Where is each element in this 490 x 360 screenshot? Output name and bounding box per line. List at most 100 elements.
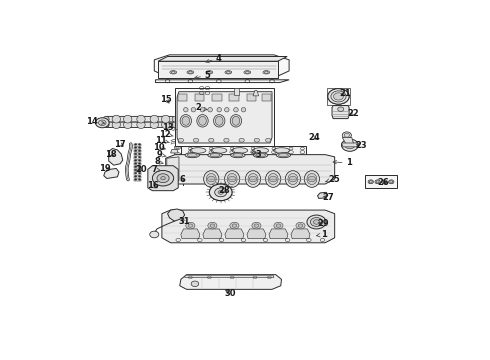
Ellipse shape <box>172 116 177 122</box>
Circle shape <box>307 215 326 229</box>
Polygon shape <box>148 166 178 191</box>
Ellipse shape <box>137 121 145 129</box>
Circle shape <box>331 91 346 102</box>
Polygon shape <box>158 61 278 78</box>
Text: 22: 22 <box>348 109 360 118</box>
Circle shape <box>389 180 394 184</box>
Polygon shape <box>269 229 288 239</box>
Circle shape <box>376 181 379 183</box>
Bar <box>134 144 141 146</box>
Bar <box>262 94 271 102</box>
Ellipse shape <box>187 153 197 157</box>
Ellipse shape <box>217 108 221 112</box>
Circle shape <box>342 132 351 139</box>
Circle shape <box>270 176 277 182</box>
Polygon shape <box>181 146 306 155</box>
Text: 26: 26 <box>377 178 389 187</box>
Text: 25: 25 <box>325 175 340 184</box>
Text: 5: 5 <box>195 71 210 80</box>
Text: 2: 2 <box>196 103 207 112</box>
Bar <box>365 175 397 188</box>
Bar <box>246 94 256 102</box>
Circle shape <box>368 180 373 184</box>
Ellipse shape <box>207 71 211 73</box>
Text: 16: 16 <box>147 181 159 190</box>
Circle shape <box>135 166 137 168</box>
Text: 3: 3 <box>252 150 262 159</box>
Ellipse shape <box>185 153 199 158</box>
Ellipse shape <box>180 177 185 179</box>
Text: 31: 31 <box>179 217 191 226</box>
Circle shape <box>375 180 380 184</box>
Bar <box>134 156 141 158</box>
Bar <box>234 87 239 95</box>
Polygon shape <box>181 229 200 239</box>
Circle shape <box>135 163 137 165</box>
Ellipse shape <box>211 148 227 153</box>
Circle shape <box>178 138 184 142</box>
Bar <box>134 169 141 171</box>
Polygon shape <box>154 55 289 78</box>
Ellipse shape <box>266 171 281 187</box>
Circle shape <box>138 166 141 168</box>
Circle shape <box>218 190 223 194</box>
Circle shape <box>334 93 343 100</box>
Bar <box>134 166 141 168</box>
Ellipse shape <box>112 115 121 123</box>
Ellipse shape <box>210 153 220 157</box>
Polygon shape <box>318 192 328 198</box>
Ellipse shape <box>248 174 258 185</box>
Polygon shape <box>225 229 244 239</box>
Text: 1: 1 <box>317 230 327 239</box>
Bar <box>134 176 141 178</box>
Polygon shape <box>104 122 175 127</box>
Circle shape <box>344 133 349 137</box>
Circle shape <box>96 118 109 128</box>
Circle shape <box>138 153 141 155</box>
Circle shape <box>232 224 237 227</box>
Ellipse shape <box>253 153 268 158</box>
Circle shape <box>135 153 137 155</box>
Ellipse shape <box>187 71 194 74</box>
Circle shape <box>390 181 393 183</box>
Ellipse shape <box>265 71 268 73</box>
Bar <box>134 150 141 152</box>
Circle shape <box>138 163 141 165</box>
Polygon shape <box>104 116 175 122</box>
Ellipse shape <box>197 114 208 127</box>
Ellipse shape <box>199 116 206 125</box>
Polygon shape <box>158 57 287 61</box>
Circle shape <box>138 179 141 180</box>
Ellipse shape <box>233 153 243 157</box>
Text: 14: 14 <box>87 117 104 126</box>
Ellipse shape <box>216 116 223 125</box>
Bar <box>134 179 141 181</box>
Bar <box>134 172 141 175</box>
Circle shape <box>314 220 319 224</box>
Polygon shape <box>166 155 335 184</box>
Circle shape <box>135 144 137 145</box>
Text: 19: 19 <box>99 164 111 173</box>
Polygon shape <box>291 229 310 239</box>
Polygon shape <box>332 105 349 118</box>
Circle shape <box>176 146 179 149</box>
Circle shape <box>334 93 343 100</box>
Polygon shape <box>104 168 119 179</box>
Circle shape <box>135 179 137 180</box>
Ellipse shape <box>162 115 170 123</box>
Circle shape <box>382 180 387 184</box>
Circle shape <box>230 222 239 229</box>
Ellipse shape <box>123 115 132 123</box>
Ellipse shape <box>224 108 229 112</box>
Ellipse shape <box>204 171 219 187</box>
Circle shape <box>254 224 259 227</box>
Circle shape <box>254 138 260 142</box>
Circle shape <box>138 147 141 148</box>
Ellipse shape <box>172 71 175 73</box>
Circle shape <box>157 174 169 183</box>
Circle shape <box>345 141 355 149</box>
Circle shape <box>138 172 141 174</box>
Circle shape <box>135 159 137 161</box>
Ellipse shape <box>304 171 319 187</box>
Circle shape <box>209 184 232 201</box>
